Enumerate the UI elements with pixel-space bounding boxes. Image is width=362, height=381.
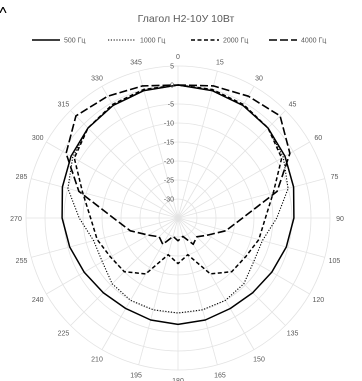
angle-tick-label: 135 bbox=[287, 331, 299, 338]
radial-tick-label: -30 bbox=[164, 197, 174, 204]
angle-tick-labels: 0 15 30 45 60 75 90 105 120 135 150 165 180 195 210 225… bbox=[10, 54, 344, 381]
angle-tick-label: 75 bbox=[331, 174, 339, 181]
spoke bbox=[177, 71, 218, 219]
angle-tick-label: 225 bbox=[58, 331, 70, 338]
angle-tick-label: 210 bbox=[91, 356, 103, 363]
spoke bbox=[138, 217, 179, 365]
angle-tick-label: 195 bbox=[130, 372, 142, 379]
legend-label: 4000 Гц bbox=[301, 38, 326, 45]
spoke bbox=[177, 110, 286, 219]
corner-mark bbox=[0, 0, 10, 14]
radial-tick-label: -15 bbox=[164, 140, 174, 147]
radial-tick-label: -25 bbox=[164, 178, 174, 185]
angle-tick-label: 15 bbox=[216, 60, 224, 67]
radial-tick-label: 0 bbox=[170, 83, 174, 90]
radial-tick-label: -10 bbox=[164, 121, 174, 128]
spoke bbox=[46, 141, 179, 219]
angle-tick-label: 120 bbox=[312, 297, 324, 304]
spoke bbox=[177, 217, 310, 295]
legend-label: 1000 Гц bbox=[140, 38, 165, 45]
radial-tick-label: -5 bbox=[168, 102, 174, 109]
radial-tick-labels: 5 0 -5 -10 -15 -20 -25 -30 bbox=[164, 64, 174, 204]
angle-tick-label: 300 bbox=[32, 135, 44, 142]
spoke bbox=[70, 110, 179, 219]
series-line bbox=[67, 84, 289, 314]
spoke bbox=[177, 141, 310, 219]
angle-tick-label: 0 bbox=[176, 54, 180, 61]
angle-tick-label: 345 bbox=[130, 60, 142, 67]
spoke bbox=[101, 86, 179, 219]
legend-label: 500 Гц bbox=[64, 38, 85, 45]
angle-tick-label: 165 bbox=[214, 372, 226, 379]
series-group bbox=[61, 84, 295, 326]
series-line bbox=[61, 84, 295, 326]
angle-tick-label: 105 bbox=[329, 258, 341, 265]
spoke bbox=[177, 217, 255, 350]
legend: 500 Гц 1000 Гц 2000 Гц 4000 Гц bbox=[32, 38, 326, 45]
angle-tick-label: 330 bbox=[91, 76, 103, 83]
angle-tick-label: 285 bbox=[16, 174, 28, 181]
angle-spokes bbox=[26, 66, 330, 370]
spoke bbox=[31, 178, 179, 219]
angle-tick-label: 240 bbox=[32, 297, 44, 304]
radial-tick-label: 5 bbox=[170, 64, 174, 71]
angle-tick-label: 90 bbox=[336, 216, 344, 223]
angle-tick-label: 315 bbox=[58, 101, 70, 108]
spoke bbox=[101, 217, 179, 350]
angle-tick-label: 30 bbox=[255, 76, 263, 83]
radial-tick-label: -20 bbox=[164, 159, 174, 166]
spoke bbox=[177, 86, 255, 219]
chart-title: Глагол Н2-10У 10Вт bbox=[138, 13, 235, 25]
spoke bbox=[138, 71, 179, 219]
angle-tick-label: 150 bbox=[253, 356, 265, 363]
legend-label: 2000 Гц bbox=[223, 38, 248, 45]
angle-tick-label: 180 bbox=[172, 378, 184, 381]
angle-tick-label: 255 bbox=[16, 258, 28, 265]
spoke bbox=[46, 217, 179, 295]
spoke bbox=[177, 178, 325, 219]
series-line bbox=[65, 84, 291, 246]
series-line bbox=[73, 84, 283, 275]
spoke bbox=[177, 217, 218, 365]
angle-tick-label: 270 bbox=[10, 216, 22, 223]
spoke bbox=[177, 217, 325, 258]
angle-tick-label: 45 bbox=[289, 101, 297, 108]
angle-tick-label: 60 bbox=[314, 135, 322, 142]
spoke bbox=[31, 217, 179, 258]
